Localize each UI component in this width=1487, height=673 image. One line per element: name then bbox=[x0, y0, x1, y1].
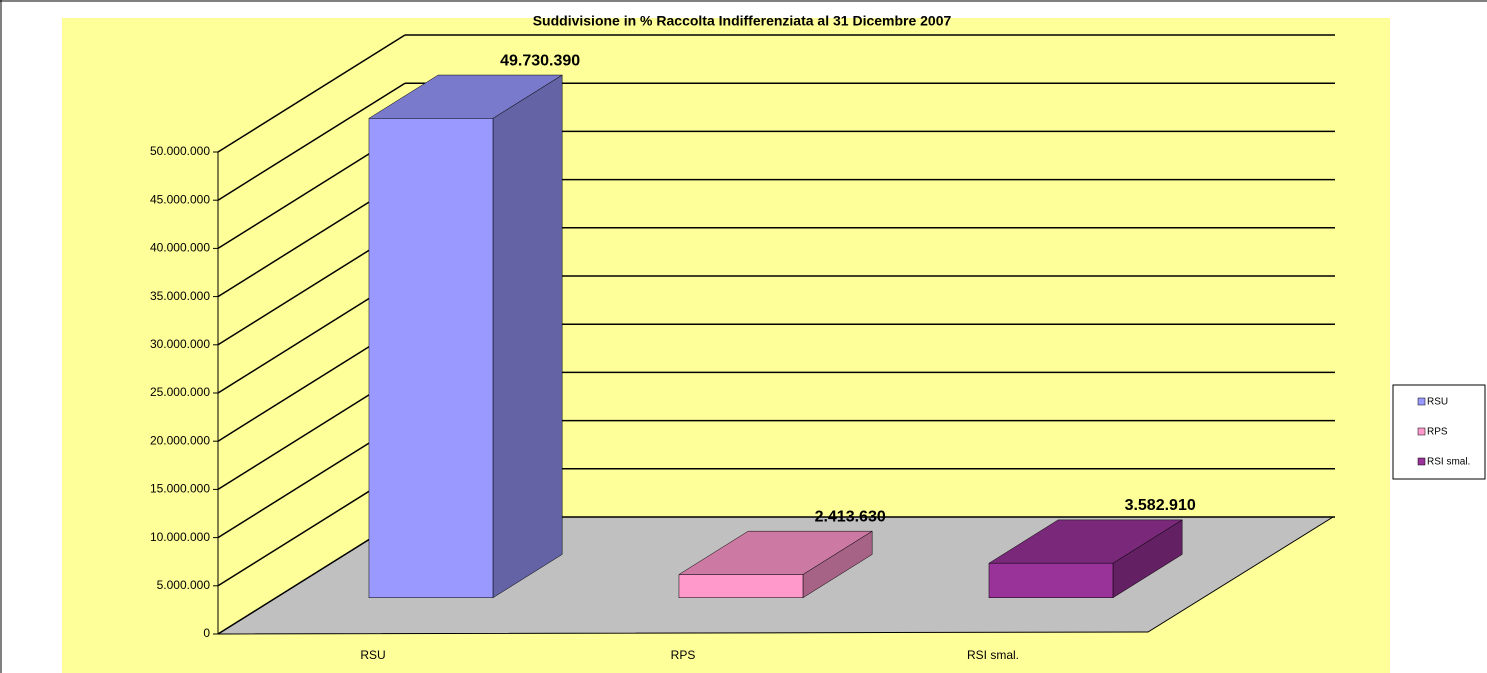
x-tick-label: RPS bbox=[671, 648, 696, 662]
legend-label: RSI smal. bbox=[1427, 457, 1470, 468]
data-label: 3.582.910 bbox=[1125, 497, 1196, 514]
y-tick-label: 50.000.000 bbox=[150, 144, 210, 158]
x-tick-label: RSU bbox=[360, 648, 385, 662]
legend-swatch bbox=[1417, 457, 1426, 466]
legend-label: RSU bbox=[1427, 397, 1448, 408]
legend-label: RPS bbox=[1427, 427, 1448, 438]
y-tick-label: 15.000.000 bbox=[150, 482, 210, 496]
chart-title: Suddivisione in % Raccolta Indifferenzia… bbox=[533, 13, 952, 29]
grid-line bbox=[217, 82, 406, 201]
y-tick-label: 40.000.000 bbox=[150, 241, 210, 255]
y-tick-label: 20.000.000 bbox=[150, 433, 210, 447]
data-label: 49.730.390 bbox=[500, 52, 580, 69]
bar bbox=[988, 562, 1114, 598]
x-tick-label: RSI smal. bbox=[967, 648, 1019, 662]
y-tick-label: 25.000.000 bbox=[150, 385, 210, 399]
legend bbox=[1392, 384, 1486, 480]
data-label: 2.413.630 bbox=[815, 508, 886, 525]
y-tick-label: 35.000.000 bbox=[150, 289, 210, 303]
y-tick-label: 5.000.000 bbox=[157, 578, 211, 592]
legend-swatch bbox=[1417, 427, 1426, 436]
bar bbox=[678, 574, 804, 598]
bar bbox=[368, 118, 494, 598]
grid-line bbox=[217, 34, 406, 153]
y-tick-label: 0 bbox=[203, 626, 210, 640]
y-tick-label: 30.000.000 bbox=[150, 337, 210, 351]
bar-side bbox=[492, 74, 563, 599]
legend-swatch bbox=[1417, 397, 1426, 406]
y-tick-label: 10.000.000 bbox=[150, 530, 210, 544]
y-tick-label: 45.000.000 bbox=[150, 192, 210, 206]
